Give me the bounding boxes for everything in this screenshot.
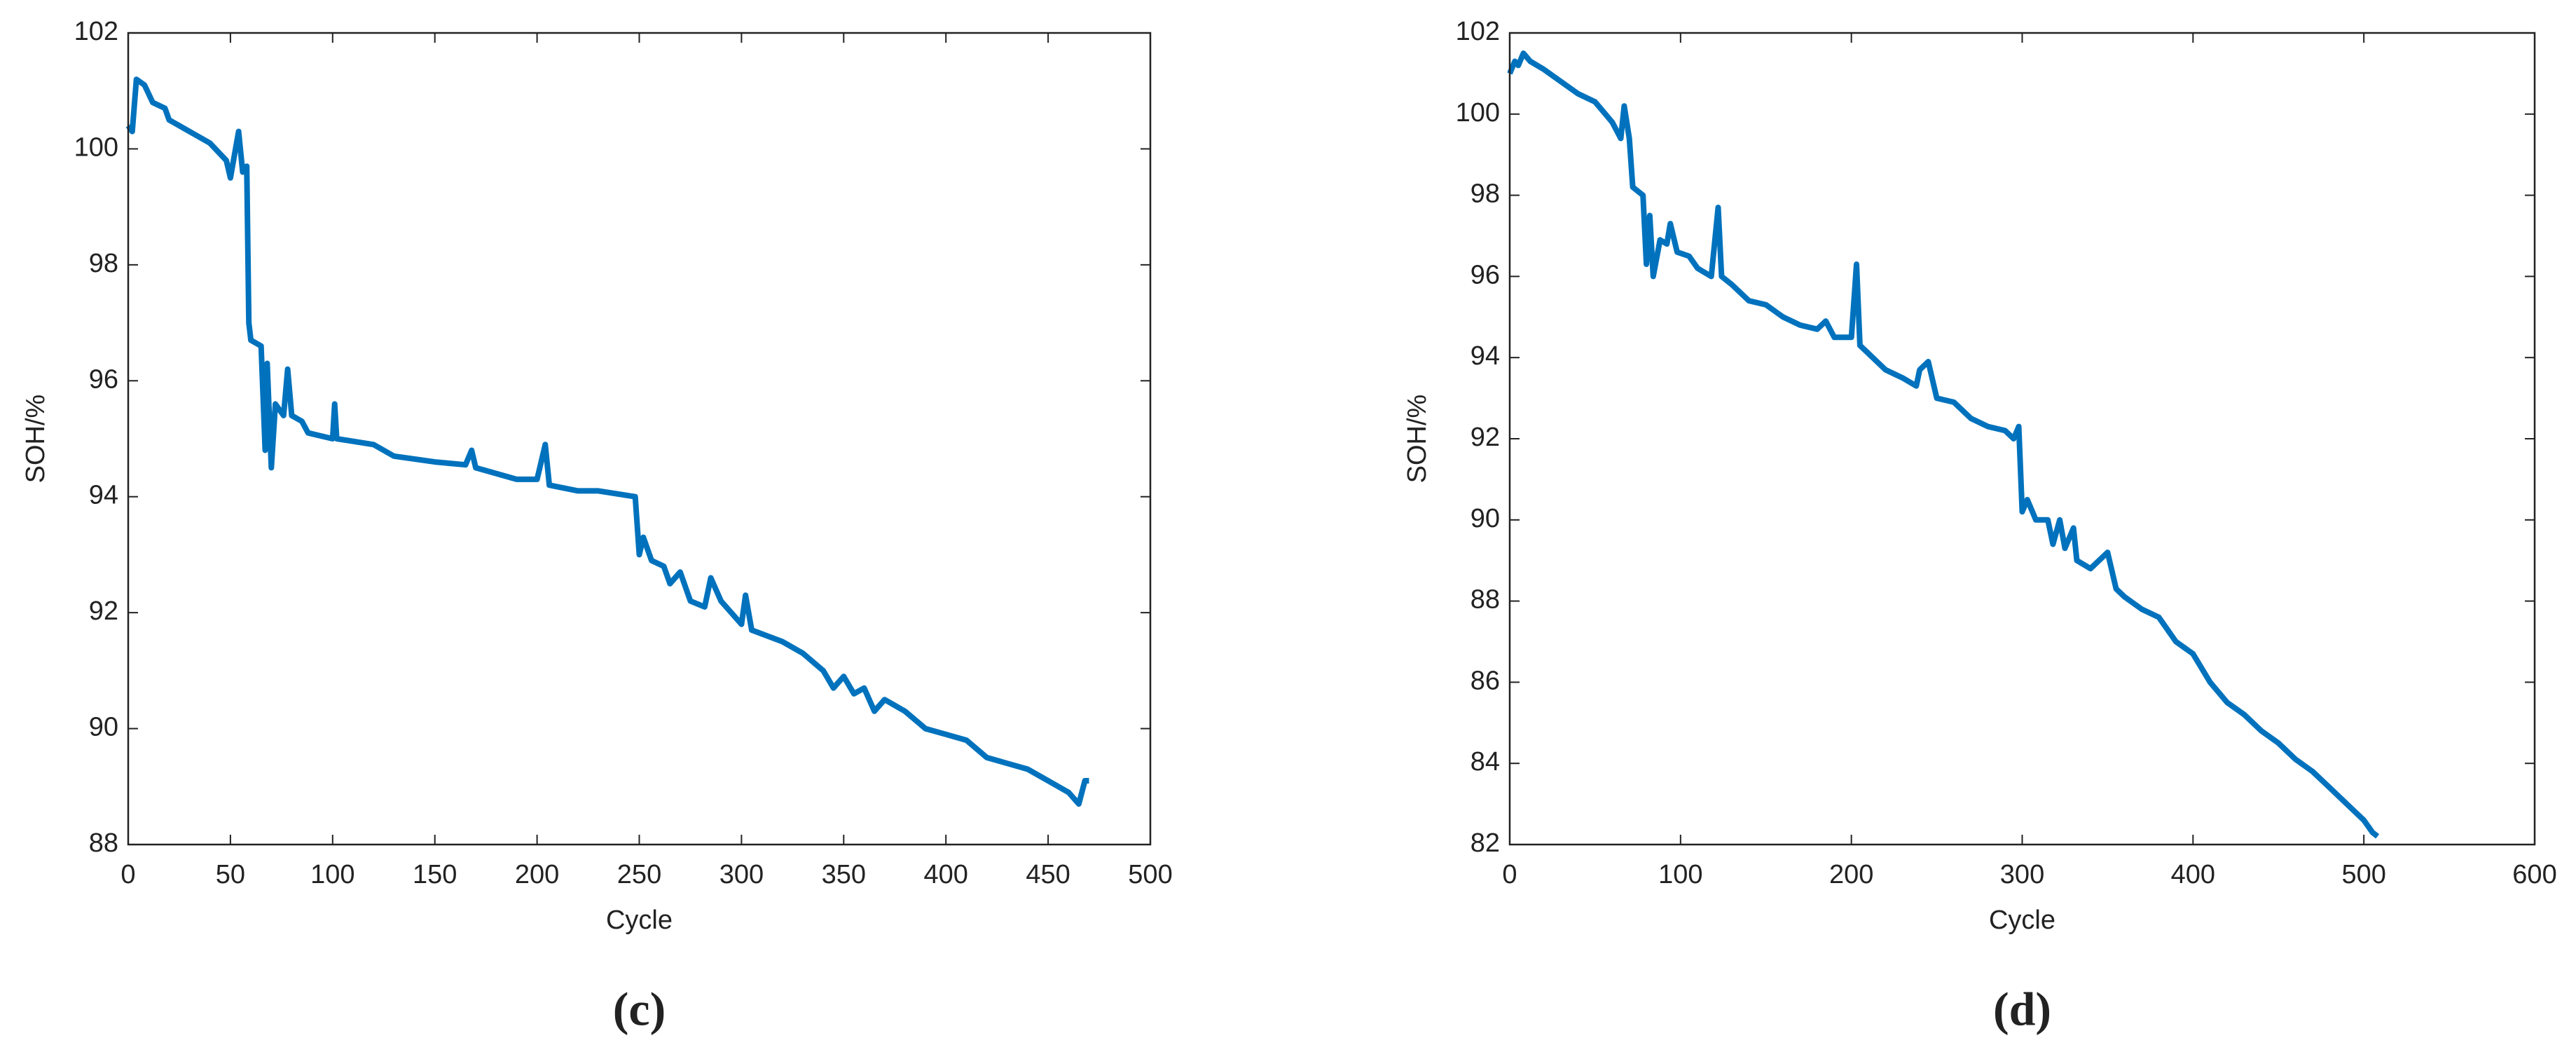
x-tick-label: 200 xyxy=(1829,860,1873,889)
y-tick-label: 92 xyxy=(89,596,118,626)
x-tick-label: 600 xyxy=(2512,860,2556,889)
x-axis-label: Cycle xyxy=(1989,906,2055,935)
y-axis-label: SOH/% xyxy=(21,395,50,484)
x-tick-label: 400 xyxy=(2171,860,2215,889)
x-tick-label: 400 xyxy=(923,860,967,889)
x-tick-label: 350 xyxy=(822,860,866,889)
x-tick-label: 300 xyxy=(2000,860,2044,889)
x-tick-label: 450 xyxy=(1026,860,1070,889)
y-tick-label: 98 xyxy=(1470,179,1500,209)
x-tick-label: 100 xyxy=(310,860,354,889)
x-tick-label: 500 xyxy=(2341,860,2385,889)
x-tick-label: 50 xyxy=(216,860,245,889)
x-tick-label: 0 xyxy=(120,860,135,889)
caption: (d) xyxy=(1993,983,2051,1036)
y-tick-label: 94 xyxy=(89,481,118,510)
y-tick-label: 82 xyxy=(1470,828,1500,858)
data-line xyxy=(125,76,1089,807)
x-tick-label: 100 xyxy=(1658,860,1702,889)
x-tick-label: 200 xyxy=(515,860,559,889)
y-axis-label: SOH/% xyxy=(1403,395,1432,484)
y-tick-label: 98 xyxy=(89,249,118,278)
y-tick-label: 88 xyxy=(89,828,118,858)
x-tick-label: 300 xyxy=(719,860,764,889)
data-line xyxy=(1507,50,2380,839)
x-tick-label: 500 xyxy=(1128,860,1172,889)
y-tick-label: 100 xyxy=(74,132,118,162)
x-axis-label: Cycle xyxy=(606,906,673,935)
y-tick-label: 102 xyxy=(74,17,118,46)
y-tick-label: 102 xyxy=(1456,17,1500,46)
axes-box xyxy=(127,32,1152,846)
x-tick-label: 250 xyxy=(617,860,661,889)
y-tick-label: 92 xyxy=(1470,423,1500,452)
y-tick-label: 100 xyxy=(1456,98,1500,128)
y-tick-label: 90 xyxy=(89,713,118,742)
y-tick-label: 90 xyxy=(1470,504,1500,533)
x-tick-label: 150 xyxy=(413,860,457,889)
caption: (c) xyxy=(613,983,666,1036)
y-tick-label: 96 xyxy=(89,364,118,394)
x-tick-label: 0 xyxy=(1502,860,1517,889)
y-tick-label: 88 xyxy=(1470,585,1500,615)
y-tick-label: 86 xyxy=(1470,666,1500,695)
y-tick-label: 96 xyxy=(1470,260,1500,289)
y-tick-label: 94 xyxy=(1470,341,1500,371)
axes-box xyxy=(1508,32,2536,846)
y-tick-label: 84 xyxy=(1470,747,1500,777)
